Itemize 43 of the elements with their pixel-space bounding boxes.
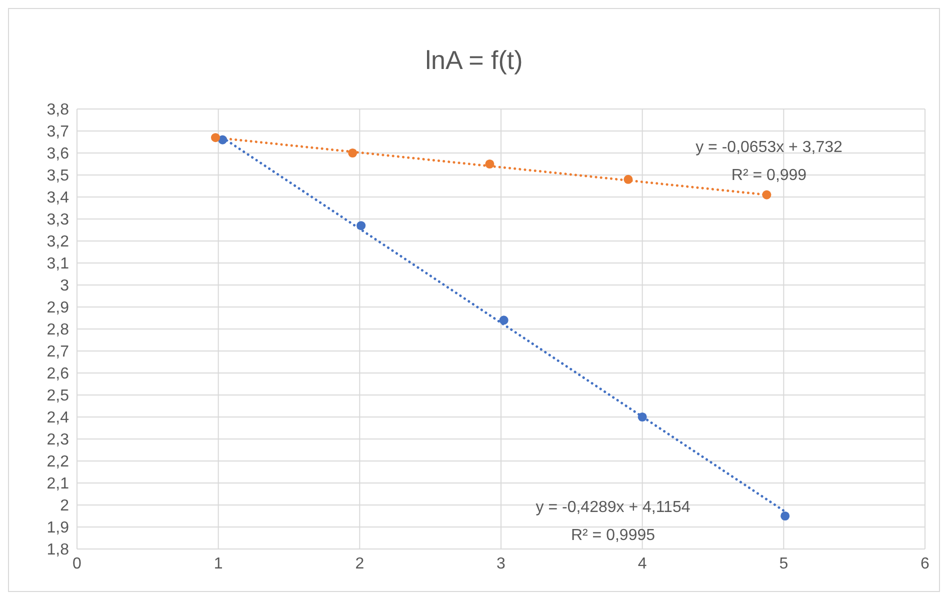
point [780, 511, 790, 521]
y-tick-label: 2,4 [46, 410, 70, 427]
y-tick-label: 2 [60, 498, 70, 515]
y-tick-label: 1,8 [46, 542, 70, 559]
x-tick-label: 0 [72, 555, 82, 572]
y-tick-label: 2,8 [46, 322, 70, 339]
point [348, 148, 358, 158]
y-tick-label: 3,4 [46, 190, 70, 207]
x-tick-label: 3 [496, 555, 506, 572]
annotation: y = -0,4289x + 4,1154 [536, 499, 690, 517]
chart-title: lnA = f(t) [424, 44, 524, 75]
annotation: R² = 0,999 [731, 167, 807, 185]
x-tick-label: 4 [638, 555, 647, 572]
y-tick-label: 2,3 [46, 432, 70, 449]
y-tick-label: 3,2 [46, 234, 70, 251]
point [210, 133, 220, 142]
y-tick-label: 3,7 [46, 124, 70, 141]
y-tick-label: 3,5 [46, 168, 70, 185]
point [499, 316, 508, 325]
y-tick-label: 2,6 [46, 366, 70, 383]
x-tick-label: 5 [779, 555, 788, 572]
point [218, 135, 228, 144]
y-tick-label: 2,2 [46, 454, 70, 471]
y-tick-label: 2,7 [46, 344, 70, 361]
y-tick-label: 2,9 [46, 300, 70, 317]
y-tick-label: 2,1 [46, 476, 70, 493]
x-tick-label: 6 [920, 555, 930, 572]
point [762, 190, 772, 200]
point [485, 159, 494, 169]
y-tick-label: 3 [60, 278, 70, 295]
y-tick-label: 1,9 [46, 520, 70, 537]
y-tick-label: 3,6 [46, 146, 70, 163]
y-tick-label: 3,1 [46, 256, 70, 273]
point [638, 412, 647, 422]
x-tick-label: 1 [214, 555, 223, 572]
annotation: R² = 0,9995 [570, 527, 656, 545]
point [356, 221, 366, 230]
annotation: y = -0,0653x + 3,732 [696, 139, 842, 157]
y-tick-label: 3,3 [46, 212, 70, 229]
y-tick-label: 3,8 [46, 102, 70, 119]
point [624, 174, 633, 184]
x-tick-label: 2 [355, 555, 364, 572]
y-tick-label: 2,5 [46, 388, 70, 405]
